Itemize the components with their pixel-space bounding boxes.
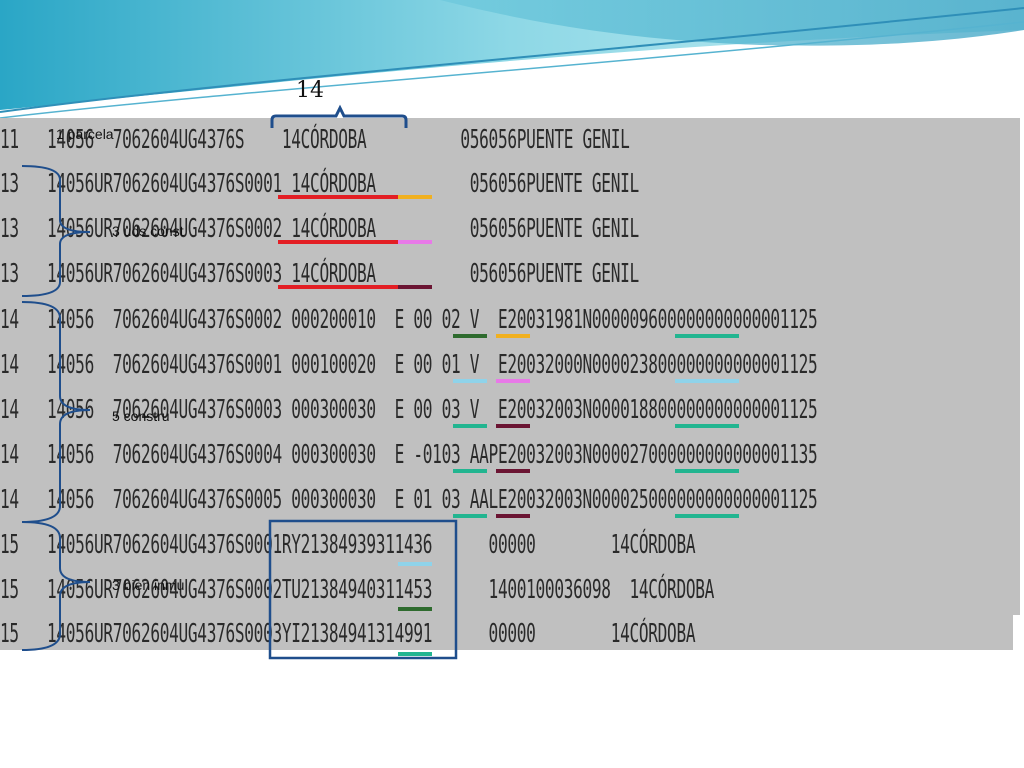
underline-teal-year bbox=[675, 469, 739, 473]
underline-orange-code bbox=[496, 334, 530, 338]
annotation-uds-const: 3 uds const bbox=[112, 223, 184, 239]
underline-lightblue-code bbox=[453, 379, 487, 383]
underline-pink-code bbox=[496, 379, 530, 383]
record-line: 15 14056UR7062604UG4376S0003YI2138494131… bbox=[0, 619, 696, 649]
record-line: 13 14056UR7062604UG4376S0002 14CÓRDOBA 0… bbox=[0, 214, 639, 244]
underline-teal-code bbox=[453, 424, 487, 428]
underline-teal-cargo bbox=[398, 652, 432, 656]
underline-lightblue-year bbox=[675, 379, 739, 383]
record-line: 15 14056UR7062604UG4376S0001RY2138493931… bbox=[0, 530, 696, 560]
underline-green-code bbox=[453, 334, 487, 338]
record-line: 11 14056 7062604UG4376S 14CÓRDOBA 056056… bbox=[0, 125, 630, 155]
underline-orange-cargo bbox=[398, 195, 432, 199]
record-line: 14 14056 7062604UG4376S0003 000300030 E … bbox=[0, 395, 818, 425]
underline-teal-code bbox=[453, 514, 487, 518]
underline-green-cargo bbox=[398, 607, 432, 611]
annotation-parcela: 1 parcela bbox=[56, 126, 114, 142]
record-line: 14 14056 7062604UG4376S0005 000300030 E … bbox=[0, 485, 818, 515]
underline-lightblue-cargo bbox=[398, 562, 432, 566]
record-line: 14 14056 7062604UG4376S0004 000300030 E … bbox=[0, 440, 818, 470]
underline-teal-code bbox=[453, 469, 487, 473]
annotation-bienes-inmuebles: 3 bien inmu bbox=[112, 577, 185, 593]
record-line: 13 14056UR7062604UG4376S0003 14CÓRDOBA 0… bbox=[0, 259, 639, 289]
underline-pink-cargo bbox=[398, 240, 432, 244]
underline-maroon-code bbox=[496, 469, 530, 473]
annotation-construcciones: 5 constru bbox=[112, 408, 170, 424]
header-record-number: 14 bbox=[296, 78, 324, 103]
underline-red-refcat bbox=[278, 195, 398, 199]
underline-teal-year bbox=[675, 424, 739, 428]
underline-teal-year bbox=[675, 514, 739, 518]
panel-edge-notch bbox=[1013, 615, 1024, 650]
slide-header-waves bbox=[0, 0, 1024, 119]
record-line: 15 14056UR7062604UG4376S0002TU2138494031… bbox=[0, 575, 715, 605]
underline-red-refcat bbox=[278, 240, 398, 244]
record-listing-panel: 11 14056 7062604UG4376S 14CÓRDOBA 056056… bbox=[0, 118, 1020, 650]
underline-maroon-cargo bbox=[398, 285, 432, 289]
underline-maroon-code bbox=[496, 514, 530, 518]
record-line: 13 14056UR7062604UG4376S0001 14CÓRDOBA 0… bbox=[0, 169, 639, 199]
underline-red-refcat bbox=[278, 285, 398, 289]
underline-maroon-code bbox=[496, 424, 530, 428]
underline-teal-year bbox=[675, 334, 739, 338]
record-line: 14 14056 7062604UG4376S0002 000200010 E … bbox=[0, 305, 818, 335]
